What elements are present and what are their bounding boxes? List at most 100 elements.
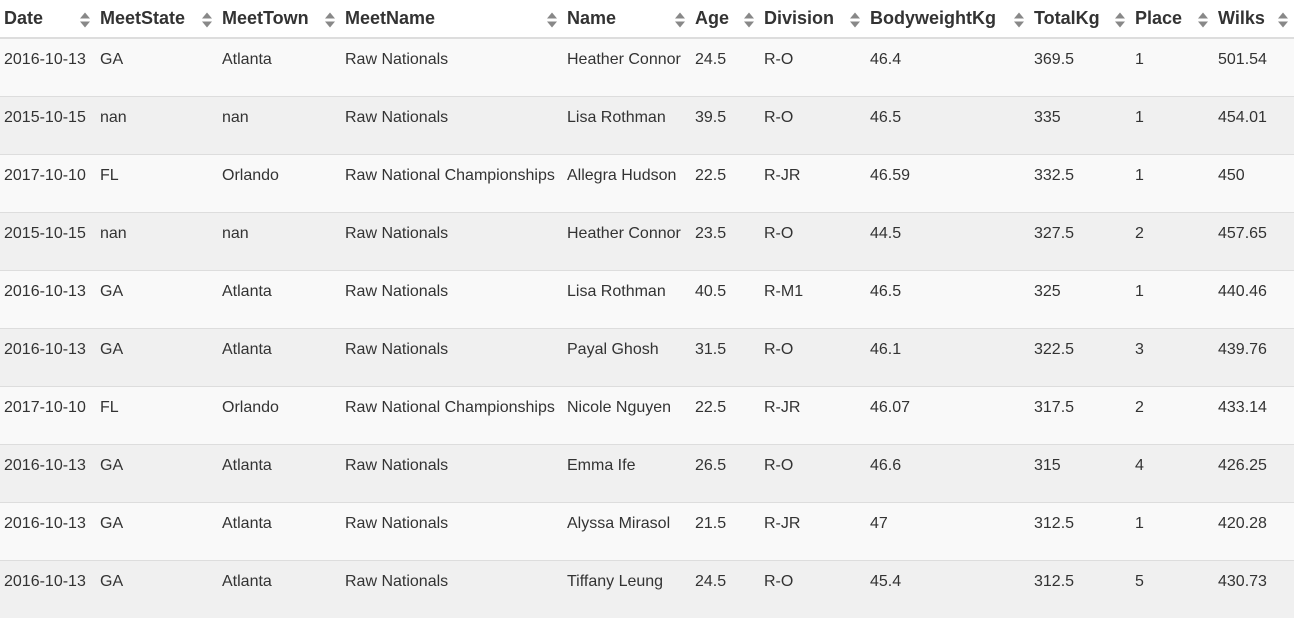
cell-wilks: 433.14	[1214, 385, 1294, 444]
cell-age: 24.5	[691, 37, 760, 96]
sort-both-icon[interactable]	[202, 11, 212, 27]
cell-place: 1	[1131, 95, 1214, 154]
cell-age: 22.5	[691, 153, 760, 212]
cell-bw: 46.59	[866, 153, 1030, 212]
column-header-place[interactable]: Place	[1131, 0, 1214, 39]
column-header-date[interactable]: Date	[0, 0, 96, 39]
cell-meet: Raw Nationals	[341, 327, 563, 386]
cell-state: nan	[96, 211, 218, 270]
cell-state: GA	[96, 37, 218, 96]
column-header-age[interactable]: Age	[691, 0, 760, 39]
cell-date: 2016-10-13	[0, 327, 96, 386]
cell-name: Nicole Nguyen	[563, 385, 691, 444]
table-body: 2016-10-13 GA Atlanta Raw Nationals Heather …	[0, 37, 1294, 618]
cell-town: Atlanta	[218, 559, 341, 618]
column-header-bw[interactable]: BodyweightKg	[866, 0, 1030, 39]
sort-both-icon[interactable]	[850, 11, 860, 27]
column-header-label: Age	[695, 8, 730, 28]
column-header-label: BodyweightKg	[870, 8, 996, 28]
cell-age: 31.5	[691, 327, 760, 386]
cell-name: Heather Connor	[563, 211, 691, 270]
cell-date: 2016-10-13	[0, 501, 96, 560]
cell-bw: 46.6	[866, 443, 1030, 502]
cell-place: 4	[1131, 443, 1214, 502]
cell-bw: 46.5	[866, 269, 1030, 328]
cell-town: Orlando	[218, 153, 341, 212]
column-header-total[interactable]: TotalKg	[1030, 0, 1131, 39]
cell-town: Atlanta	[218, 269, 341, 328]
cell-total: 312.5	[1030, 501, 1131, 560]
cell-wilks: 430.73	[1214, 559, 1294, 618]
column-header-state[interactable]: MeetState	[96, 0, 218, 39]
cell-division: R-O	[760, 211, 866, 270]
sort-both-icon[interactable]	[80, 11, 90, 27]
column-header-label: Division	[764, 8, 835, 28]
cell-wilks: 457.65	[1214, 211, 1294, 270]
table-row: 2017-10-10 FL Orlando Raw National Champion…	[0, 153, 1294, 212]
cell-division: R-O	[760, 443, 866, 502]
cell-wilks: 501.54	[1214, 37, 1294, 96]
cell-date: 2017-10-10	[0, 385, 96, 444]
column-header-label: Place	[1135, 8, 1183, 28]
sort-both-icon[interactable]	[325, 11, 335, 27]
cell-meet: Raw Nationals	[341, 211, 563, 270]
cell-total: 322.5	[1030, 327, 1131, 386]
cell-place: 2	[1131, 211, 1214, 270]
cell-age: 39.5	[691, 95, 760, 154]
cell-name: Emma Ife	[563, 443, 691, 502]
cell-place: 1	[1131, 269, 1214, 328]
cell-place: 2	[1131, 385, 1214, 444]
cell-town: Orlando	[218, 385, 341, 444]
column-header-label: Name	[567, 8, 617, 28]
cell-state: FL	[96, 153, 218, 212]
sort-both-icon[interactable]	[1014, 11, 1024, 27]
cell-total: 325	[1030, 269, 1131, 328]
cell-age: 26.5	[691, 443, 760, 502]
sort-both-icon[interactable]	[744, 11, 754, 27]
cell-total: 327.5	[1030, 211, 1131, 270]
cell-place: 1	[1131, 37, 1214, 96]
cell-wilks: 440.46	[1214, 269, 1294, 328]
cell-name: Alyssa Mirasol	[563, 501, 691, 560]
cell-age: 40.5	[691, 269, 760, 328]
cell-place: 3	[1131, 327, 1214, 386]
cell-total: 315	[1030, 443, 1131, 502]
column-header-label: MeetName	[345, 8, 436, 28]
table-row: 2016-10-13 GA Atlanta Raw Nationals Lisa Rot…	[0, 269, 1294, 328]
column-header-division[interactable]: Division	[760, 0, 866, 39]
cell-state: nan	[96, 95, 218, 154]
cell-town: Atlanta	[218, 443, 341, 502]
cell-division: R-O	[760, 327, 866, 386]
sort-both-icon[interactable]	[1198, 11, 1208, 27]
table-header: Date MeetState MeetTown MeetName Name Age Divi…	[0, 0, 1294, 39]
cell-name: Payal Ghosh	[563, 327, 691, 386]
column-header-label: Date	[4, 8, 44, 28]
cell-bw: 46.4	[866, 37, 1030, 96]
cell-wilks: 450	[1214, 153, 1294, 212]
table-row: 2017-10-10 FL Orlando Raw National Champion…	[0, 385, 1294, 444]
cell-wilks: 420.28	[1214, 501, 1294, 560]
table-row: 2015-10-15 nan nan Raw Nationals Heather Con…	[0, 211, 1294, 270]
sort-both-icon[interactable]	[1278, 11, 1288, 27]
cell-age: 21.5	[691, 501, 760, 560]
cell-state: GA	[96, 443, 218, 502]
header-row: Date MeetState MeetTown MeetName Name Age Divi…	[0, 0, 1294, 39]
column-header-town[interactable]: MeetTown	[218, 0, 341, 39]
table-row: 2015-10-15 nan nan Raw Nationals Lisa Rothma…	[0, 95, 1294, 154]
cell-total: 332.5	[1030, 153, 1131, 212]
sort-both-icon[interactable]	[675, 11, 685, 27]
column-header-name[interactable]: Name	[563, 0, 691, 39]
cell-name: Tiffany Leung	[563, 559, 691, 618]
cell-division: R-JR	[760, 385, 866, 444]
cell-state: GA	[96, 501, 218, 560]
sort-both-icon[interactable]	[1115, 11, 1125, 27]
column-header-meet[interactable]: MeetName	[341, 0, 563, 39]
column-header-wilks[interactable]: Wilks	[1214, 0, 1294, 39]
column-header-label: MeetState	[100, 8, 186, 28]
cell-date: 2017-10-10	[0, 153, 96, 212]
cell-town: nan	[218, 95, 341, 154]
sort-both-icon[interactable]	[547, 11, 557, 27]
cell-meet: Raw National Championships	[341, 385, 563, 444]
cell-date: 2016-10-13	[0, 37, 96, 96]
